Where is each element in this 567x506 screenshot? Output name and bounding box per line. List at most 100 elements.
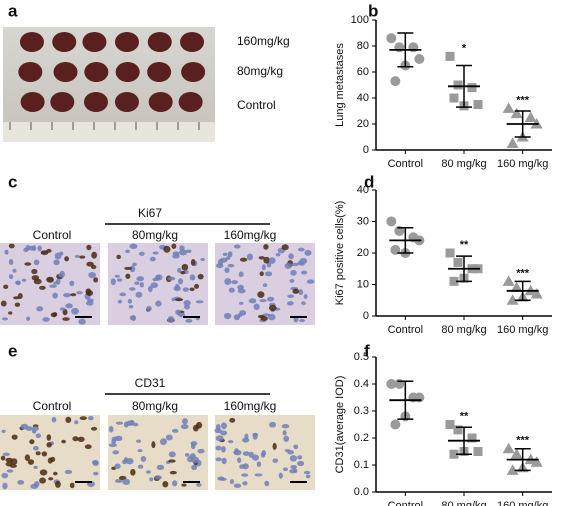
cell bbox=[20, 423, 29, 430]
cell bbox=[30, 483, 39, 489]
cell bbox=[171, 428, 179, 433]
cell bbox=[229, 417, 236, 423]
error-bar bbox=[397, 380, 414, 420]
cell bbox=[185, 249, 192, 253]
cell bbox=[219, 257, 228, 263]
point bbox=[453, 425, 463, 435]
cell bbox=[261, 450, 267, 457]
cell bbox=[184, 452, 190, 457]
point bbox=[530, 287, 543, 299]
cell bbox=[35, 433, 42, 438]
cell bbox=[93, 277, 99, 283]
lung bbox=[181, 62, 206, 82]
cell bbox=[50, 456, 56, 462]
cell bbox=[259, 271, 264, 277]
cell bbox=[110, 278, 116, 286]
cell bbox=[84, 444, 92, 450]
cell bbox=[114, 478, 123, 483]
cell bbox=[287, 294, 295, 298]
cell bbox=[242, 481, 248, 486]
y-tick-label: 60 bbox=[357, 66, 369, 78]
significance: * bbox=[462, 42, 467, 54]
cell bbox=[169, 470, 177, 475]
cell bbox=[155, 300, 162, 307]
cell bbox=[139, 251, 145, 256]
cell bbox=[155, 274, 163, 281]
cell bbox=[254, 473, 263, 477]
cell bbox=[171, 243, 177, 249]
point bbox=[502, 275, 515, 286]
cell bbox=[0, 455, 6, 461]
point bbox=[445, 420, 455, 429]
cell bbox=[262, 283, 268, 288]
cell bbox=[147, 285, 153, 293]
cell bbox=[242, 451, 250, 456]
point bbox=[506, 137, 519, 148]
cell bbox=[220, 422, 227, 430]
cell bbox=[200, 257, 205, 262]
cell bbox=[301, 301, 306, 306]
point bbox=[510, 281, 523, 293]
cell bbox=[160, 438, 167, 446]
x-tick-label: 160 mg/kg bbox=[497, 500, 548, 506]
y-tick-label: 40 bbox=[357, 92, 369, 104]
point bbox=[524, 111, 537, 122]
cell bbox=[290, 464, 297, 469]
cell bbox=[6, 469, 14, 473]
significance: ** bbox=[460, 410, 469, 422]
point bbox=[449, 276, 459, 286]
cell bbox=[31, 275, 40, 281]
x-tick-label: 80 mg/kg bbox=[441, 500, 486, 506]
cell bbox=[108, 425, 114, 433]
cell bbox=[85, 290, 94, 296]
cell bbox=[263, 256, 270, 264]
cell bbox=[184, 304, 190, 310]
cell bbox=[303, 470, 311, 475]
cell bbox=[179, 245, 185, 251]
panel-letter: b bbox=[368, 1, 378, 20]
lung bbox=[147, 62, 172, 82]
cell bbox=[149, 477, 154, 482]
cell bbox=[233, 244, 241, 249]
cell bbox=[281, 423, 290, 429]
y-tick-label: 10 bbox=[357, 278, 369, 290]
point bbox=[506, 464, 519, 475]
cell bbox=[269, 421, 277, 428]
cell bbox=[40, 250, 49, 255]
cell bbox=[90, 264, 97, 270]
cell bbox=[139, 282, 144, 288]
cell bbox=[46, 276, 54, 283]
cell bbox=[90, 426, 98, 431]
cell bbox=[108, 443, 117, 448]
point bbox=[473, 447, 483, 456]
cell bbox=[136, 276, 145, 282]
cell bbox=[1, 429, 6, 433]
image-label: 160mg/kg bbox=[224, 399, 277, 413]
cell bbox=[215, 435, 224, 442]
cell bbox=[190, 441, 198, 446]
cell bbox=[268, 257, 276, 264]
cell bbox=[237, 457, 242, 464]
cell bbox=[132, 262, 137, 267]
cell bbox=[215, 445, 222, 451]
cell bbox=[118, 475, 127, 481]
cell bbox=[233, 483, 242, 488]
error-bar bbox=[456, 426, 472, 455]
cell bbox=[298, 289, 304, 296]
cell bbox=[115, 435, 123, 442]
y-tick-label: 0.3 bbox=[354, 405, 369, 417]
cell bbox=[86, 244, 92, 251]
cell bbox=[233, 449, 242, 456]
point bbox=[449, 449, 459, 459]
cell bbox=[17, 480, 25, 485]
cell bbox=[178, 278, 184, 285]
cell bbox=[3, 284, 9, 289]
cell bbox=[59, 270, 65, 278]
cell bbox=[264, 480, 270, 487]
cell bbox=[217, 476, 225, 481]
cell bbox=[292, 288, 300, 294]
cell bbox=[146, 305, 152, 312]
cell bbox=[172, 480, 178, 487]
cell bbox=[289, 278, 295, 283]
y-axis-label: Ki67 positive cells(%) bbox=[334, 201, 346, 306]
